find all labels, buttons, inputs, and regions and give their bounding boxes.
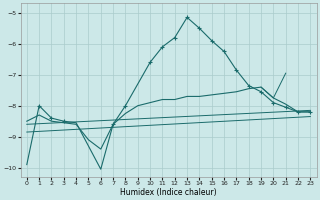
X-axis label: Humidex (Indice chaleur): Humidex (Indice chaleur) xyxy=(120,188,217,197)
